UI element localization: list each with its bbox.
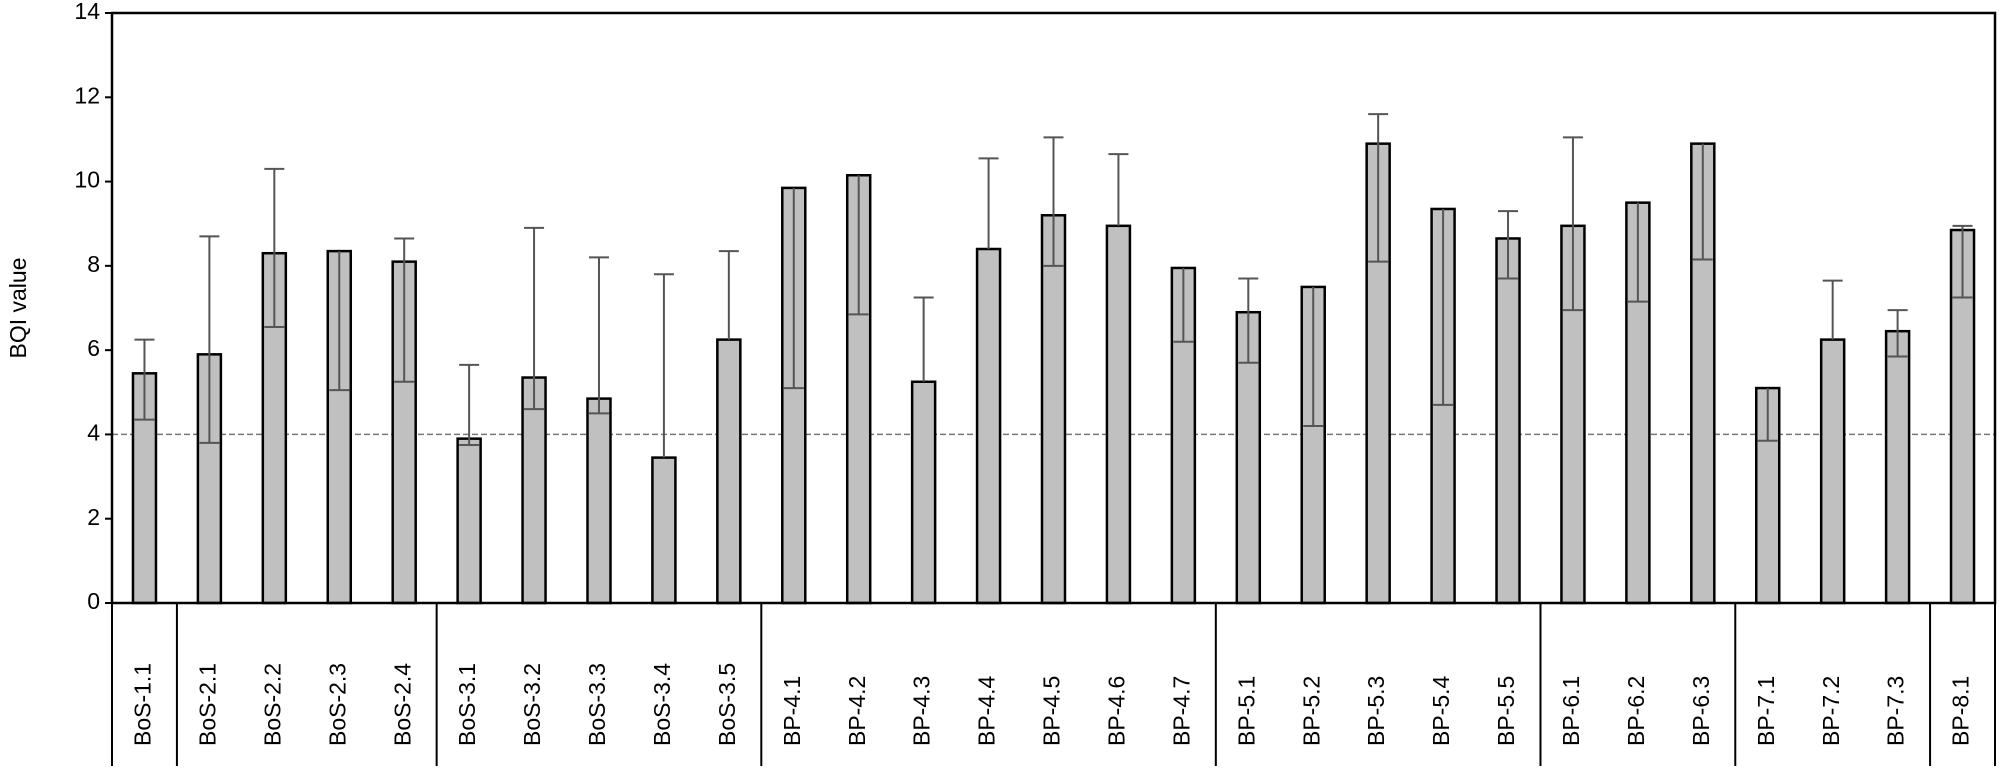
x-tick-label: BoS-2.2 — [259, 663, 285, 746]
plot-frame — [110, 11, 1997, 605]
y-tick-label: 2 — [87, 504, 100, 530]
x-tick-label: BoS-3.5 — [714, 663, 740, 746]
bar — [1884, 329, 1911, 605]
x-tick-label: BP-6.1 — [1558, 676, 1584, 746]
x-tick-label: BP-4.2 — [844, 676, 870, 746]
bar — [975, 247, 1002, 605]
x-tick-label: BP-4.3 — [909, 676, 935, 746]
bar — [1105, 224, 1132, 605]
x-tick-label: BP-7.2 — [1818, 676, 1844, 746]
bar — [1495, 237, 1521, 605]
x-tick-label: BP-5.1 — [1233, 676, 1259, 746]
y-tick-label: 12 — [74, 82, 100, 108]
x-tick-label: BP-5.2 — [1298, 676, 1324, 746]
x-tick-label: BP-4.1 — [779, 676, 805, 746]
x-tick-label: BoS-3.4 — [649, 663, 675, 746]
bar — [910, 380, 937, 605]
y-axis-title: BQI value — [5, 258, 31, 359]
x-tick-label: BP-4.7 — [1168, 676, 1194, 746]
y-tick-label: 0 — [87, 588, 100, 614]
bar — [1040, 214, 1067, 605]
bar — [586, 397, 612, 605]
bar — [651, 456, 677, 605]
x-tick-label: BoS-2.3 — [324, 663, 350, 746]
y-tick-label: 14 — [74, 0, 100, 24]
x-tick-label: BP-6.3 — [1688, 676, 1714, 746]
x-tick-label: BP-5.4 — [1428, 675, 1454, 746]
x-tick-label: BP-5.5 — [1493, 676, 1519, 746]
bar — [716, 338, 742, 605]
x-tick-label: BP-4.4 — [974, 675, 1000, 746]
x-tick-label: BP-4.5 — [1039, 676, 1065, 746]
x-tick-label: BoS-3.3 — [584, 663, 610, 746]
x-tick-label: BP-8.1 — [1948, 676, 1974, 746]
bar — [521, 376, 547, 605]
x-tick-label: BoS-2.1 — [194, 663, 220, 746]
x-tick-label: BoS-2.4 — [389, 663, 415, 746]
y-tick-label: 6 — [87, 335, 100, 361]
x-tick-label: BP-5.3 — [1363, 676, 1389, 746]
x-tick-label: BP-7.1 — [1753, 676, 1779, 746]
y-tick-label: 8 — [87, 251, 100, 277]
x-tick-label: BoS-3.1 — [454, 663, 480, 746]
x-tick-label: BP-6.2 — [1623, 676, 1649, 746]
y-tick-label: 4 — [87, 420, 100, 446]
bar — [456, 437, 482, 605]
x-tick-label: BP-4.6 — [1104, 676, 1130, 746]
x-tick-label: BoS-3.2 — [519, 663, 545, 746]
bar — [1819, 338, 1846, 605]
x-tick-label: BP-7.3 — [1883, 676, 1909, 746]
x-tick-label: BoS-1.1 — [130, 663, 156, 746]
y-tick-label: 10 — [74, 167, 100, 193]
